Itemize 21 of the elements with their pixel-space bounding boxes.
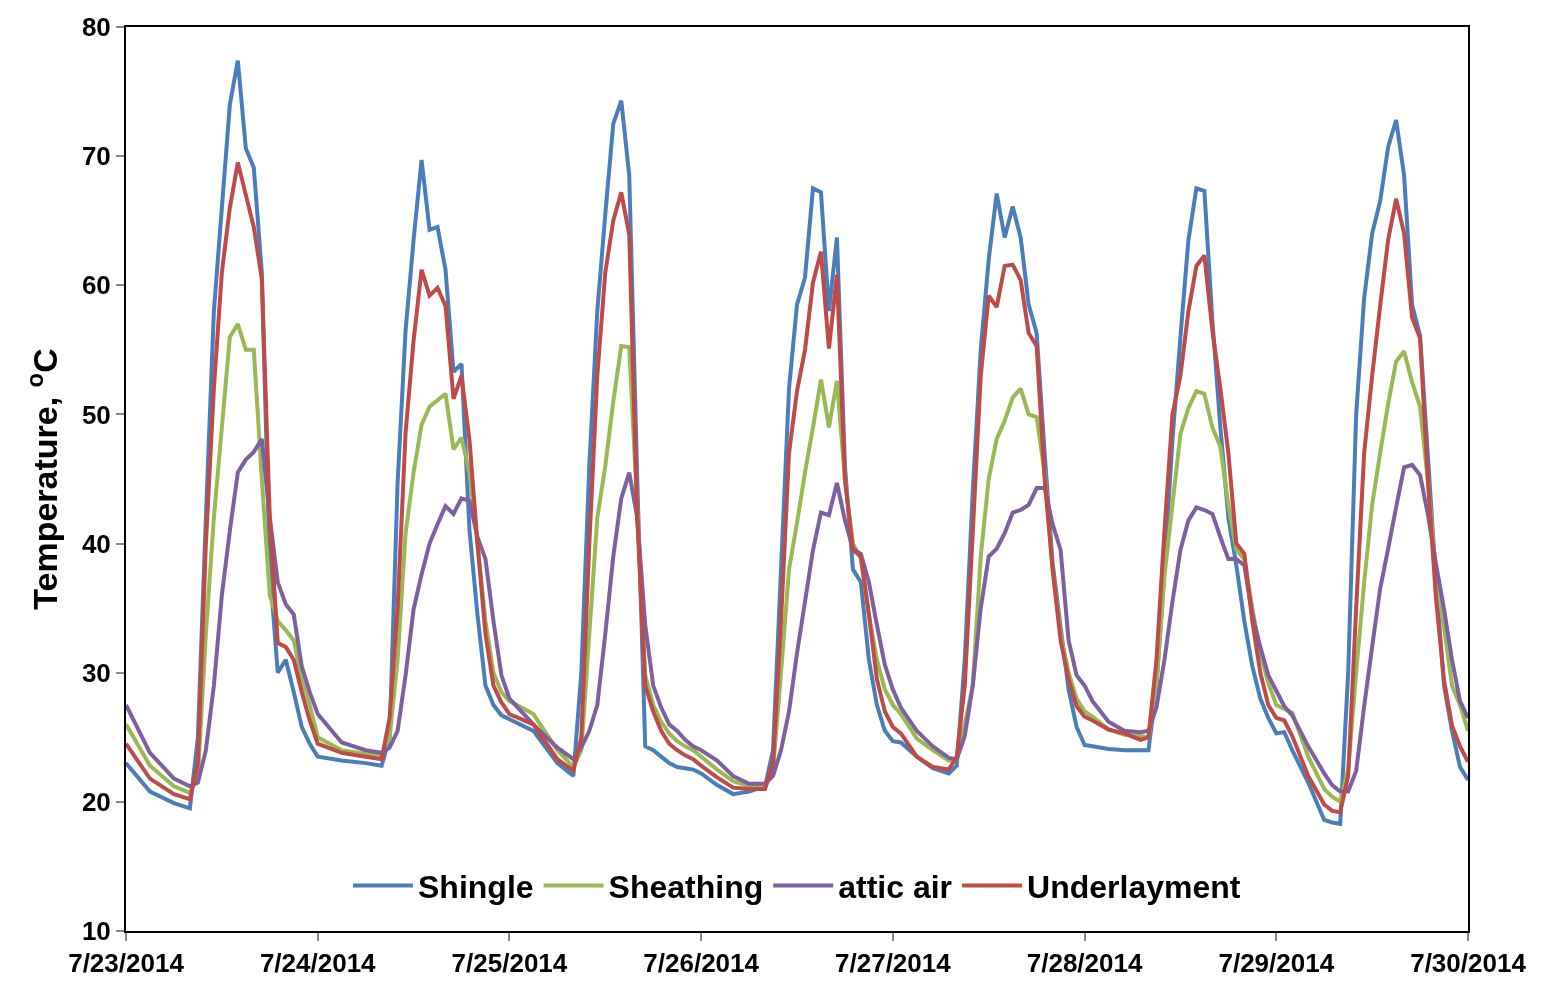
legend-label: attic air xyxy=(838,869,953,906)
x-tick-label: 7/27/2014 xyxy=(835,948,952,979)
y-tick-label: 50 xyxy=(81,399,111,430)
y-tick-label: 40 xyxy=(81,528,111,559)
y-tick-label: 30 xyxy=(81,657,111,688)
y-tick-label: 70 xyxy=(81,141,111,172)
x-tick-label: 7/28/2014 xyxy=(1026,948,1143,979)
y-tick-label: 10 xyxy=(81,916,111,947)
x-tick-label: 7/25/2014 xyxy=(451,948,568,979)
x-tick-label: 7/30/2014 xyxy=(1410,948,1527,979)
y-tick-label: 60 xyxy=(81,270,111,301)
x-tick-label: 7/29/2014 xyxy=(1218,948,1335,979)
y-tick-label: 80 xyxy=(81,12,111,43)
line-series xyxy=(126,436,1468,794)
legend-label: Underlayment xyxy=(1027,869,1241,906)
x-tick-label: 7/23/2014 xyxy=(68,948,185,979)
legend-label: Sheathing xyxy=(608,869,764,906)
x-tick-label: 7/24/2014 xyxy=(259,948,377,979)
legend-label: Shingle xyxy=(418,869,534,906)
y-tick-label: 20 xyxy=(81,786,111,817)
x-tick-label: 7/26/2014 xyxy=(643,948,760,979)
